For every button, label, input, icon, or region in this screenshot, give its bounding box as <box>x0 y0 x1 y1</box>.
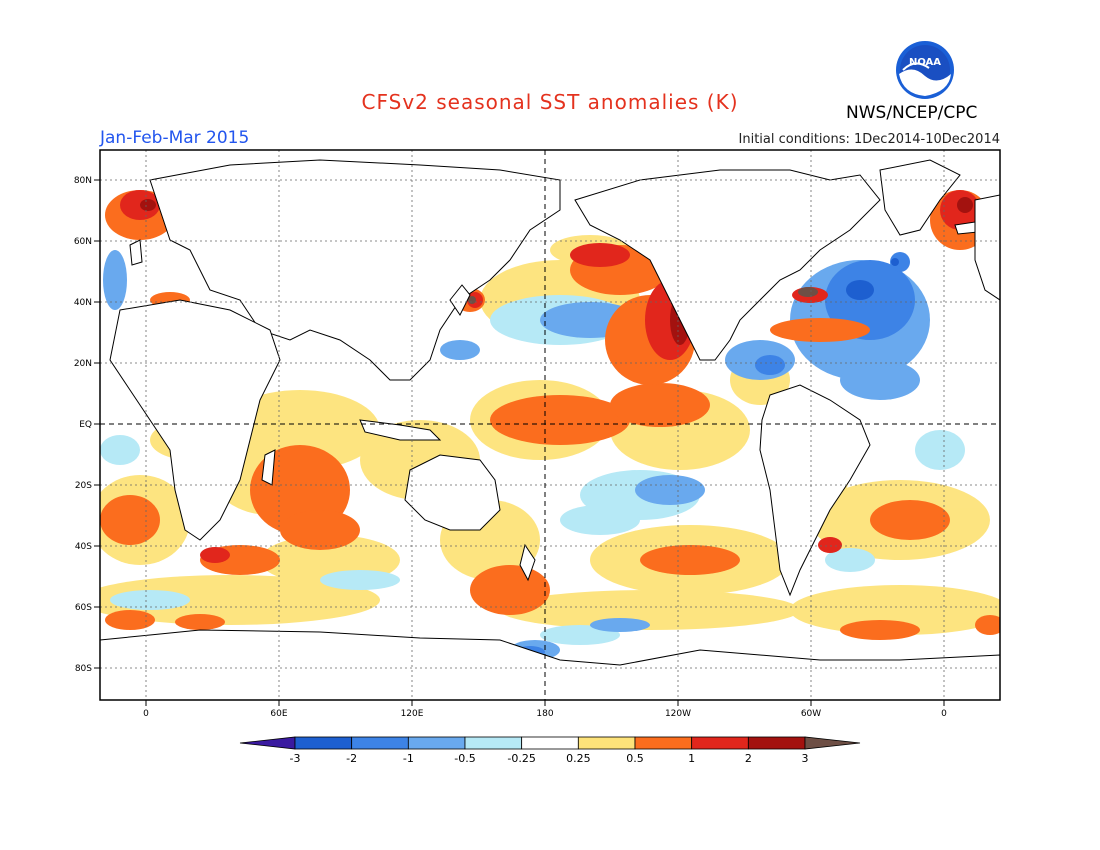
europe-right-edge <box>974 194 1000 301</box>
colorbar-box <box>691 736 749 750</box>
lat-label-eq: EQ <box>79 420 92 430</box>
anomaly-field <box>100 159 1000 700</box>
north-america <box>574 169 881 361</box>
africa <box>109 299 281 541</box>
colorbar-box <box>634 736 693 750</box>
agency-label: NWS/NCEP/CPC <box>846 103 978 123</box>
lat-label-60s: 60S <box>75 603 92 613</box>
lon-label-60e: 60E <box>270 709 287 719</box>
continents <box>100 159 1000 700</box>
lat-label-20s: 20S <box>75 481 92 491</box>
colorbar-tick-label: -0.25 <box>507 752 535 765</box>
colorbar-tick-label: 0.5 <box>626 752 644 765</box>
eurasia <box>149 159 561 381</box>
lon-label-120w: 120W <box>665 709 691 719</box>
colorbar-extend-low <box>239 736 296 750</box>
indonesia <box>359 419 442 441</box>
colorbar-tick-label: 2 <box>745 752 752 765</box>
antarctica <box>100 629 1000 700</box>
lon-label-0-left: 0 <box>143 709 149 719</box>
colorbar-tick-label: 3 <box>802 752 809 765</box>
colorbar-box <box>521 736 579 750</box>
colorbar-box <box>464 736 523 750</box>
lat-label-40s: 40S <box>75 542 92 552</box>
lat-label-40n: 40N <box>74 298 92 308</box>
lat-label-80s: 80S <box>75 664 92 674</box>
japan <box>449 284 471 316</box>
colorbar-extend-high <box>804 736 861 750</box>
colorbar-box <box>294 736 353 750</box>
colorbar-box <box>407 736 466 750</box>
colorbar-tick-label: -1 <box>403 752 414 765</box>
noaa-logo-text: NOAA <box>909 57 941 68</box>
map-border <box>99 149 1001 701</box>
lon-label-120e: 120E <box>401 709 424 719</box>
map-title: CFSv2 seasonal SST anomalies (K) <box>361 90 739 114</box>
lon-label-60w: 60W <box>801 709 821 719</box>
colorbar-box <box>577 736 636 750</box>
colorbar-box <box>351 736 409 750</box>
colorbar-tick-label: -0.5 <box>454 752 475 765</box>
colorbar: -3 -2 -1 -0.5 -0.25 0.25 0.5 1 2 3 <box>239 736 861 765</box>
colorbar-tick-label: -2 <box>346 752 357 765</box>
lon-label-180: 180 <box>536 709 553 719</box>
colorbar-tick-label: -3 <box>290 752 301 765</box>
british-isles <box>129 239 143 266</box>
new-zealand <box>519 543 536 582</box>
lat-label-80n: 80N <box>74 176 92 186</box>
period-label: Jan-Feb-Mar 2015 <box>100 128 250 148</box>
south-america <box>759 384 871 597</box>
lat-label-60n: 60N <box>74 237 92 247</box>
colorbar-box <box>747 736 806 750</box>
colorbar-tick-label: 0.25 <box>566 752 591 765</box>
australia <box>404 454 501 531</box>
lat-label-20n: 20N <box>74 359 92 369</box>
lon-label-0-right: 0 <box>941 709 947 719</box>
initial-conditions-label: Initial conditions: 1Dec2014-10Dec2014 <box>738 132 1000 147</box>
gridlines <box>100 150 1000 700</box>
greenland <box>879 159 961 236</box>
noaa-logo: NOAA <box>896 41 954 99</box>
colorbar-tick-label: 1 <box>688 752 695 765</box>
equator-dateline <box>100 150 1000 700</box>
